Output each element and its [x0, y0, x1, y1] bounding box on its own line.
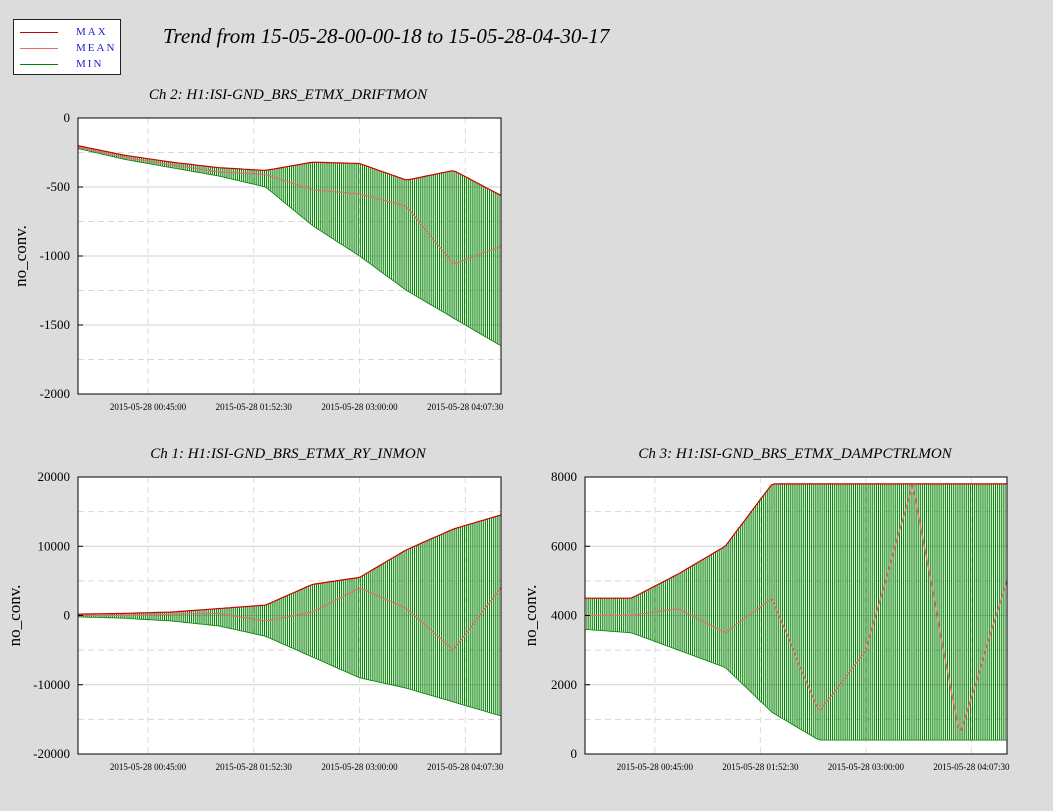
series-line-mean — [78, 587, 502, 650]
y-tick-label: -1500 — [40, 317, 70, 332]
x-tick-label: 2015-05-28 01:52:30 — [216, 402, 293, 412]
x-tick-label: 2015-05-28 04:07:30 — [427, 762, 504, 772]
x-tick-label: 2015-05-28 01:52:30 — [722, 762, 799, 772]
x-tick-label: 2015-05-28 04:07:30 — [427, 402, 504, 412]
y-tick-label: -10000 — [33, 677, 70, 692]
x-tick-label: 2015-05-28 00:45:00 — [110, 762, 187, 772]
y-tick-label: 0 — [64, 110, 71, 125]
legend: MAX MEAN MIN — [13, 19, 121, 75]
x-tick-label: 2015-05-28 03:00:00 — [321, 402, 398, 412]
chart-title: Ch 1: H1:ISI-GND_BRS_ETMX_RY_INMON — [150, 446, 427, 462]
legend-swatch-mean — [20, 48, 58, 49]
x-tick-label: 2015-05-28 04:07:30 — [933, 762, 1010, 772]
chart-title: Ch 3: H1:ISI-GND_BRS_ETMX_DAMPCTRLMON — [638, 446, 952, 462]
y-tick-label: 0 — [64, 608, 71, 623]
y-tick-label: 6000 — [551, 538, 577, 553]
series-line-mean — [77, 146, 502, 265]
y-axis-label: no_conv. — [11, 225, 30, 287]
x-tick-label: 2015-05-28 00:45:00 — [110, 402, 187, 412]
series-line-min — [584, 629, 1007, 741]
series-line-mean — [585, 484, 1008, 733]
y-tick-label: -20000 — [33, 746, 70, 761]
x-tick-label: 2015-05-28 00:45:00 — [617, 762, 694, 772]
y-tick-label: 2000 — [551, 677, 577, 692]
y-axis-label: no_conv. — [5, 585, 24, 647]
series-line-min — [77, 616, 502, 717]
series-line-min — [77, 148, 502, 347]
legend-label-min: MIN — [76, 58, 104, 70]
x-tick-label: 2015-05-28 03:00:00 — [321, 762, 398, 772]
y-axis-label: no_conv. — [521, 585, 540, 647]
y-tick-label: 10000 — [38, 538, 71, 553]
y-tick-label: -2000 — [40, 386, 70, 401]
chart-title: Ch 2: H1:ISI-GND_BRS_ETMX_DRIFTMON — [149, 87, 428, 103]
y-tick-label: 20000 — [38, 469, 71, 484]
legend-label-mean: MEAN — [76, 42, 117, 54]
y-tick-label: -1000 — [40, 248, 70, 263]
legend-swatch-max — [20, 32, 58, 33]
y-tick-label: 4000 — [551, 608, 577, 623]
data-series — [77, 145, 502, 346]
series-line-max — [585, 483, 1007, 599]
legend-item-min: MIN — [20, 57, 120, 71]
y-tick-label: 8000 — [551, 469, 577, 484]
series-line-max — [78, 514, 502, 615]
x-tick-label: 2015-05-28 01:52:30 — [216, 762, 293, 772]
legend-item-mean: MEAN — [20, 41, 120, 55]
data-series — [77, 515, 502, 716]
legend-label-max: MAX — [76, 26, 108, 38]
data-series — [584, 483, 1008, 741]
y-tick-label: 0 — [571, 746, 578, 761]
legend-swatch-min — [20, 64, 58, 65]
page-title: Trend from 15-05-28-00-00-18 to 15-05-28… — [163, 24, 610, 48]
legend-item-max: MAX — [20, 25, 120, 39]
y-tick-label: -500 — [46, 179, 70, 194]
x-tick-label: 2015-05-28 03:00:00 — [828, 762, 905, 772]
series-line-max — [77, 145, 502, 196]
